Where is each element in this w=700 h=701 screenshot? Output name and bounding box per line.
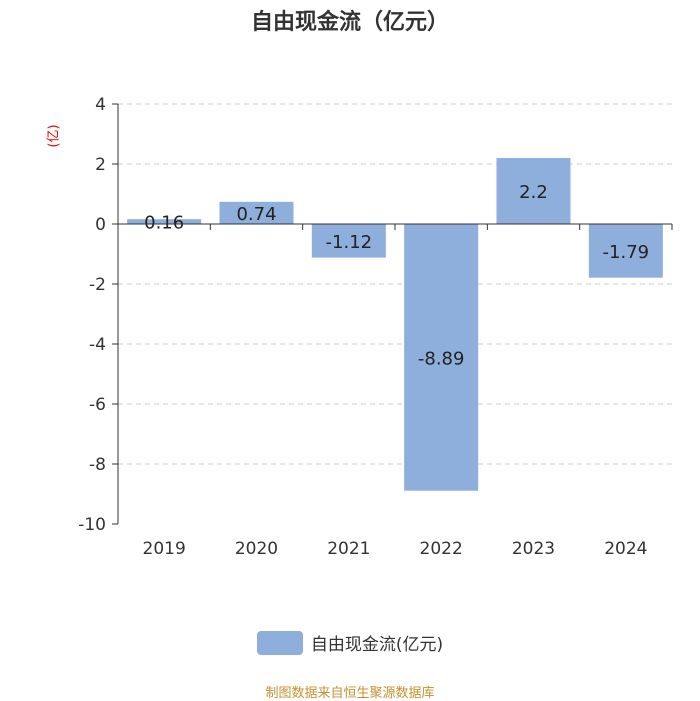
y-tick-label: -6 (89, 395, 106, 415)
y-tick-label: 4 (95, 95, 106, 115)
data-label: 0.16 (144, 213, 184, 234)
bar (127, 219, 202, 224)
x-tick-label: 2023 (512, 539, 555, 559)
y-tick-label: 0 (95, 215, 106, 235)
y-tick-label: -8 (89, 455, 106, 475)
x-tick-label: 2020 (235, 539, 278, 559)
bar (404, 224, 479, 491)
bar (311, 224, 386, 258)
y-tick-label: -4 (89, 335, 106, 355)
y-tick-label: -2 (89, 275, 106, 295)
legend-swatch (256, 630, 303, 655)
x-tick-label: 2021 (327, 539, 370, 559)
bar (219, 201, 294, 224)
source-note: 制图数据来自恒生聚源数据库 (265, 686, 435, 701)
legend-label: 自由现金流(亿元) (310, 635, 444, 655)
data-label: 2.2 (519, 182, 548, 203)
x-tick-label: 2019 (143, 539, 186, 559)
y-tick-label: -10 (78, 515, 106, 535)
data-label: 0.74 (236, 204, 276, 225)
data-label: -1.79 (603, 242, 650, 263)
chart-title: 自由现金流（亿元） (250, 10, 449, 35)
bar (496, 158, 571, 224)
y-tick-label: 2 (95, 155, 106, 175)
data-label: -1.12 (326, 232, 373, 253)
bar (588, 224, 663, 278)
data-label: -8.89 (418, 348, 465, 369)
x-tick-label: 2022 (420, 539, 463, 559)
x-tick-label: 2024 (604, 539, 647, 559)
legend[interactable]: 自由现金流(亿元) (0, 630, 700, 655)
